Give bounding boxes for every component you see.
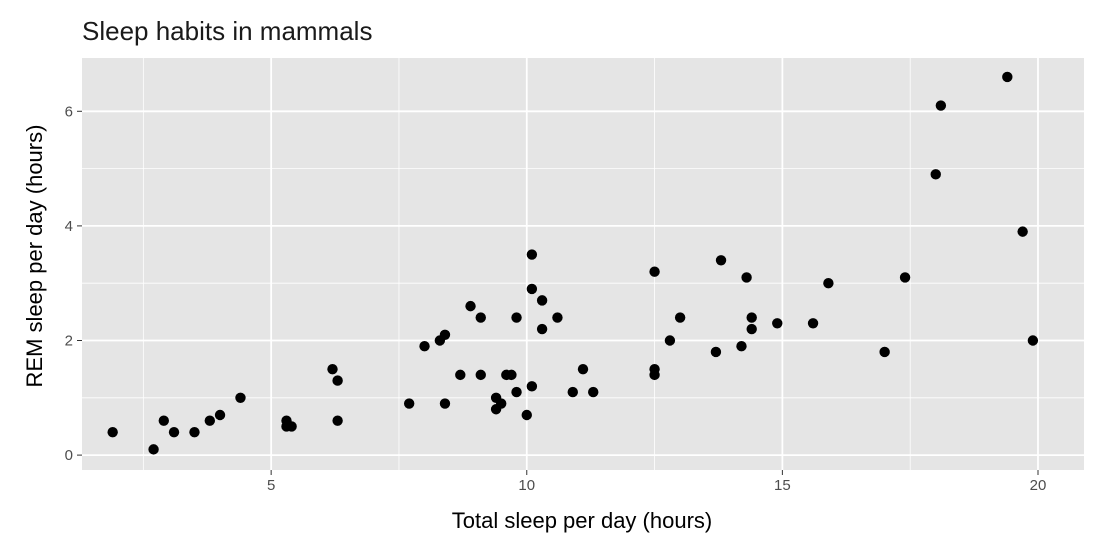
data-point [439,329,451,340]
data-point [664,335,676,346]
x-axis: 5 10 15 20 [267,470,1046,494]
data-point [567,386,578,398]
data-point [736,341,747,352]
data-point [536,323,548,335]
data-point [148,444,159,455]
data-point [214,409,226,421]
data-point [506,369,517,381]
data-point [419,341,430,352]
data-point [674,312,686,323]
data-point [526,381,538,392]
chart-title: Sleep habits in mammals [82,16,372,46]
data-point [327,363,338,375]
y-axis: 0 2 4 6 [65,103,82,464]
data-point [465,300,476,312]
x-tick-label: 20 [1030,477,1047,494]
data-point [536,295,548,306]
y-tick-label: 6 [65,103,73,120]
data-point [332,375,343,386]
data-point [168,426,180,438]
minor-gridlines [82,58,1084,470]
data-point [746,323,757,335]
data-point [823,277,834,289]
data-point [899,272,911,283]
y-tick-label: 4 [65,218,73,235]
data-point [526,283,538,295]
data-point [879,346,890,358]
data-point [496,398,507,409]
data-point [746,312,757,323]
plot-panel [82,58,1084,470]
data-point [935,100,947,111]
x-axis-title: Total sleep per day (hours) [452,508,712,533]
data-point [439,398,451,409]
data-point [204,415,216,426]
major-gridlines [82,58,1084,470]
data-point [521,409,532,421]
data-point [1002,71,1013,83]
data-point [741,272,752,283]
x-tick-label: 15 [774,477,791,494]
data-point [526,249,538,260]
data-point [710,346,722,358]
data-point [511,312,522,323]
data-point [772,318,783,329]
data-point [715,255,727,266]
x-tick-label: 10 [518,477,535,494]
data-point [930,169,941,180]
data-point [107,426,118,438]
data-point [577,363,589,375]
data-point [552,312,563,323]
y-axis-title: REM sleep per day (hours) [22,125,47,388]
data-point [649,369,660,381]
x-tick-label: 5 [267,477,275,494]
data-point [455,369,466,381]
data-point [286,421,297,432]
data-point [807,318,819,329]
y-tick-label: 2 [65,332,73,349]
data-point [332,415,343,426]
y-tick-label: 0 [65,447,73,464]
data-point [649,266,660,277]
data-point [1027,335,1039,346]
data-point [511,386,522,398]
data-point [1017,226,1028,237]
data-point [235,392,246,403]
data-point [475,312,486,323]
data-points [107,71,1039,455]
data-point [403,398,415,409]
data-point [158,415,169,426]
data-point [588,386,599,398]
data-point [189,426,200,438]
data-point [475,369,486,381]
